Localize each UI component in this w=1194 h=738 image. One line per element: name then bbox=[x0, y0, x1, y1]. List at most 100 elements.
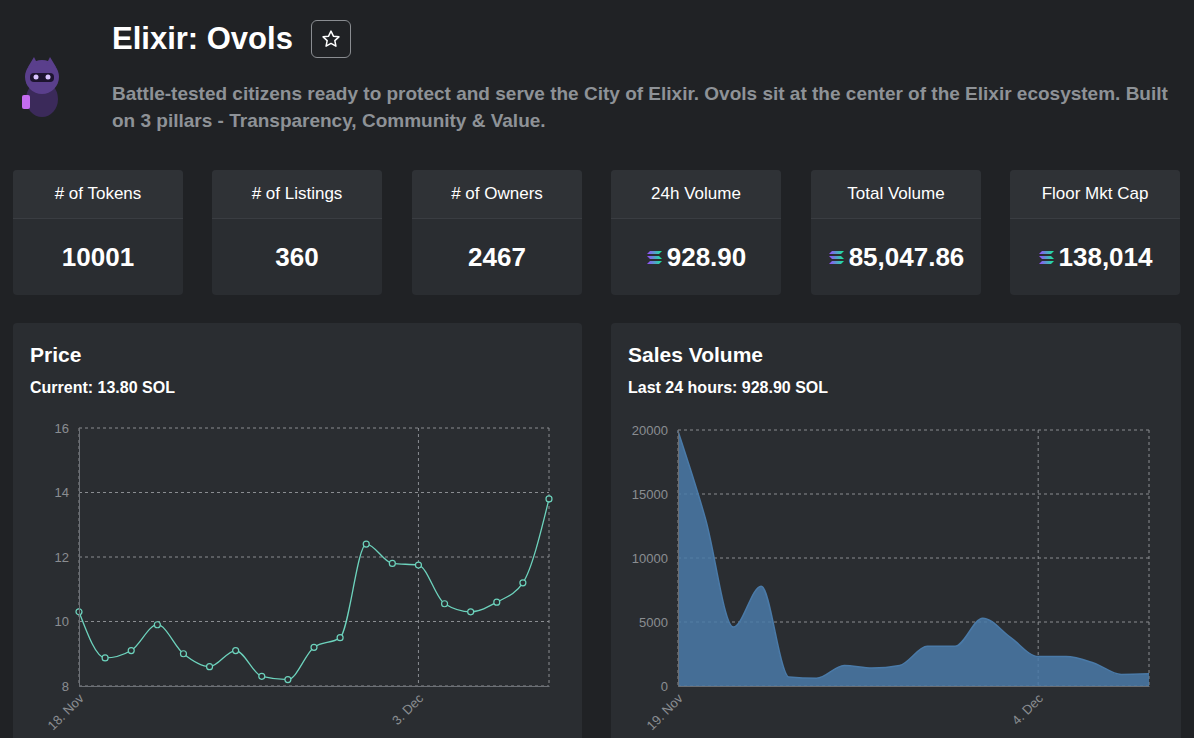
x-grid-line bbox=[79, 428, 80, 686]
price-point bbox=[442, 601, 448, 607]
stat-label: Floor Mkt Cap bbox=[1010, 170, 1180, 219]
price-point bbox=[520, 580, 526, 586]
y-tick-label: 10000 bbox=[632, 551, 668, 566]
stat-value: 85,047.86 bbox=[849, 242, 965, 273]
x-tick: 4. Dec bbox=[1009, 686, 1047, 728]
x-grid-line bbox=[418, 428, 419, 686]
chart-title: Sales Volume bbox=[628, 343, 763, 366]
y-tick-label: 15000 bbox=[632, 487, 668, 502]
y-tick-label: 16 bbox=[55, 421, 69, 436]
star-icon bbox=[321, 29, 341, 49]
stat-card: Total Volume 85,047.86 bbox=[811, 170, 981, 295]
price-point bbox=[259, 673, 265, 679]
price-point bbox=[207, 664, 213, 670]
stat-value: 2467 bbox=[468, 242, 526, 273]
stat-value: 10001 bbox=[62, 242, 134, 273]
y-axis-line bbox=[79, 429, 80, 687]
stat-card: # of Tokens 10001 bbox=[13, 170, 183, 295]
stat-card: 24h Volume 928.90 bbox=[611, 170, 781, 295]
stat-label: # of Listings bbox=[212, 170, 382, 219]
stat-label: Total Volume bbox=[811, 170, 981, 219]
stat-card: Floor Mkt Cap 138,014 bbox=[1010, 170, 1180, 295]
collection-title: Elixir: Ovols bbox=[112, 21, 293, 57]
y-tick-label: 10 bbox=[55, 614, 69, 629]
x-axis: 19. Nov 4. Dec bbox=[644, 686, 1150, 733]
stat-label: # of Tokens bbox=[13, 170, 183, 219]
chart-panel: Price Current: 13.80 SOL 8 10 12 14 16 18. Nov 3… bbox=[13, 323, 582, 738]
y-tick: 10 bbox=[55, 614, 79, 629]
stat-value-box: 138,014 bbox=[1010, 219, 1180, 295]
y-tick: 16 bbox=[55, 421, 79, 436]
stat-label: 24h Volume bbox=[611, 170, 781, 219]
y-grid-line bbox=[79, 428, 549, 429]
data-layer bbox=[678, 431, 1149, 686]
price-point bbox=[363, 541, 369, 547]
chart-title: Price bbox=[30, 343, 81, 366]
chart-svg: Sales VolumeLast 24 hours: 928.90 SOL050… bbox=[611, 323, 1181, 738]
plot-frame bbox=[549, 428, 550, 686]
y-tick: 12 bbox=[55, 550, 79, 565]
y-grid-line bbox=[79, 492, 549, 493]
chart-subtitle: Last 24 hours: 928.90 SOL bbox=[628, 379, 828, 396]
x-axis: 18. Nov 3. Dec bbox=[45, 686, 550, 733]
x-tick-label: 19. Nov bbox=[644, 690, 687, 733]
stat-value-box: 360 bbox=[212, 219, 382, 295]
y-tick: 15000 bbox=[632, 487, 678, 502]
x-grid-line bbox=[678, 430, 679, 686]
chart-svg: Price Current: 13.80 SOL 8 10 12 14 16 18. Nov 3… bbox=[13, 323, 582, 738]
volume-area-edge bbox=[678, 431, 1149, 678]
price-point bbox=[337, 635, 343, 641]
y-tick-label: 12 bbox=[55, 550, 69, 565]
stat-value: 138,014 bbox=[1059, 242, 1153, 273]
stat-card: # of Owners 2467 bbox=[412, 170, 582, 295]
y-axis: 8 10 12 14 16 bbox=[55, 421, 80, 694]
price-line bbox=[79, 499, 549, 680]
stat-value-box: 928.90 bbox=[611, 219, 781, 295]
x-grid-line bbox=[1038, 430, 1039, 686]
collection-description: Battle-tested citizens ready to protect … bbox=[112, 80, 1182, 134]
y-axis-line bbox=[678, 431, 679, 687]
price-point bbox=[128, 648, 134, 654]
y-grid-line bbox=[678, 558, 1149, 559]
y-tick-label: 8 bbox=[62, 679, 69, 694]
chart-panel: Sales VolumeLast 24 hours: 928.90 SOL050… bbox=[611, 323, 1181, 738]
y-tick: 20000 bbox=[632, 423, 678, 438]
x-axis-line bbox=[679, 686, 1150, 687]
price-point bbox=[154, 622, 160, 628]
price-point bbox=[180, 651, 186, 657]
x-tick: 18. Nov bbox=[45, 686, 88, 733]
y-tick-label: 14 bbox=[55, 485, 69, 500]
sol-icon bbox=[646, 250, 663, 265]
y-tick-label: 20000 bbox=[632, 423, 668, 438]
price-point bbox=[389, 560, 395, 566]
stat-value: 360 bbox=[275, 242, 318, 273]
chart-subtitle: Current: 13.80 SOL bbox=[30, 379, 175, 396]
price-point bbox=[415, 562, 421, 568]
y-grid-line bbox=[678, 494, 1149, 495]
y-tick: 10000 bbox=[632, 551, 678, 566]
y-grid-line bbox=[79, 621, 549, 622]
stat-label: # of Owners bbox=[412, 170, 582, 219]
y-tick-label: 5000 bbox=[639, 615, 668, 630]
y-grid-line bbox=[79, 557, 549, 558]
x-tick: 19. Nov bbox=[644, 686, 687, 733]
x-tick-label: 4. Dec bbox=[1009, 690, 1047, 728]
x-axis-line bbox=[80, 686, 550, 687]
sol-icon bbox=[1038, 250, 1055, 265]
x-tick: 3. Dec bbox=[389, 686, 427, 728]
stat-value: 928.90 bbox=[667, 242, 747, 273]
stat-value-box: 85,047.86 bbox=[811, 219, 981, 295]
sol-icon bbox=[828, 250, 845, 265]
y-grid-line bbox=[79, 686, 549, 687]
y-grid-line bbox=[678, 430, 1149, 431]
x-tick-label: 18. Nov bbox=[45, 690, 88, 733]
y-axis: 05000100001500020000 bbox=[632, 423, 679, 694]
favorite-button[interactable] bbox=[311, 20, 351, 58]
price-point bbox=[311, 644, 317, 650]
price-point bbox=[102, 655, 108, 661]
stat-card: # of Listings 360 bbox=[212, 170, 382, 295]
y-tick: 14 bbox=[55, 485, 79, 500]
data-layer bbox=[76, 496, 552, 683]
plot-frame bbox=[1149, 430, 1150, 686]
price-point bbox=[494, 599, 500, 605]
